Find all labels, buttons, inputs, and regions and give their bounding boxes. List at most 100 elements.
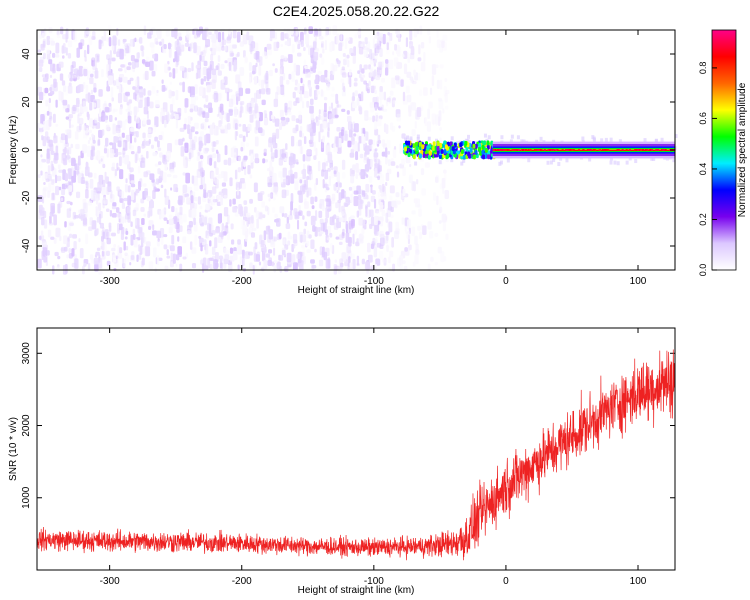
spectrogram-cell (112, 257, 117, 263)
spectrogram-cell (324, 27, 328, 37)
spectrogram-cell (337, 179, 340, 191)
spectrogram-cell (363, 64, 368, 70)
spectrogram-cell (249, 100, 254, 109)
snr-plot-area (37, 328, 675, 570)
spectrogram-cell (352, 54, 356, 64)
spectrogram-cell (217, 55, 221, 62)
spectrogram-cell (409, 41, 414, 49)
spectrogram-cell (357, 70, 361, 74)
spectrogram-cell (228, 28, 231, 35)
spectrogram-cell (375, 236, 378, 244)
spectrogram-cell (287, 109, 291, 113)
spectrogram-cell (87, 44, 90, 55)
spectrogram-cell (213, 161, 217, 169)
spectrogram-cell (260, 79, 265, 89)
spectrogram-cell (148, 261, 154, 270)
spectrogram-cell (377, 106, 383, 111)
spectrogram-cell (342, 53, 346, 57)
spectrogram-cell (171, 205, 175, 213)
spectrogram-cell (93, 172, 97, 179)
spectrogram-cell (150, 210, 153, 216)
spectrogram-cell (385, 212, 389, 223)
spectrogram-cell (302, 183, 307, 193)
spectrogram-cell (154, 99, 160, 107)
spectrogram-cell (366, 41, 371, 50)
spectrogram-cell (362, 74, 366, 78)
spectrogram-cell (302, 168, 307, 180)
spectrogram-cell (193, 183, 199, 191)
spectrogram-cell (586, 149, 589, 151)
spectrogram-cell (191, 95, 196, 106)
spectrogram-cell (264, 159, 269, 163)
spectrogram-cell (203, 46, 208, 54)
spectrogram-cell (664, 149, 667, 151)
spectrogram-cell (48, 59, 53, 65)
spectrogram-cell (344, 202, 349, 207)
spectrogram-cell (117, 253, 123, 259)
spectrogram-cell (298, 139, 302, 147)
spectrogram-cell (352, 258, 356, 270)
spectrogram-cell (171, 110, 174, 119)
spectrogram-cell (337, 63, 341, 67)
spectrogram-cell (287, 240, 291, 246)
spectrogram-cell (155, 41, 159, 45)
spectrogram-cell (300, 31, 304, 43)
spectrogram-cell (254, 207, 257, 213)
spectrogram-cell (404, 247, 408, 252)
spectrogram-cell (140, 45, 144, 52)
spectrogram-cell (153, 247, 157, 258)
spectrogram-cell (159, 41, 162, 46)
spectrogram-cell (350, 215, 355, 219)
spectrogram-cell (249, 262, 253, 269)
spectrogram-cell (374, 120, 377, 130)
spectrogram-cell (355, 241, 360, 247)
spectrogram-cell (243, 55, 248, 64)
spectrogram-cell (402, 91, 406, 102)
spectrogram-cell (124, 215, 127, 223)
spectrogram-cell (429, 231, 434, 239)
snr-ytick-label: 2000 (21, 414, 32, 437)
spectrogram-cell (116, 162, 119, 172)
spectrogram-cell (193, 196, 198, 202)
spectrogram-cell (236, 187, 239, 196)
spectrogram-cell (46, 136, 50, 144)
spectrogram-cell (444, 105, 449, 110)
spectrogram-cell (391, 125, 396, 132)
spectrogram-cell (200, 242, 203, 252)
colorbar-label: Normalized spectral amplitude (737, 82, 748, 217)
spectrogram-cell (424, 117, 428, 127)
spectrogram-cell (331, 64, 335, 76)
spectrogram-cell (373, 59, 378, 64)
spectrogram-cell (374, 47, 377, 56)
spectrogram-cell (374, 163, 379, 170)
spectrogram-cell (164, 188, 167, 198)
spectrogram-cell (57, 203, 61, 214)
spectrogram-cell (338, 234, 344, 240)
spectrogram-cell (427, 263, 431, 272)
snr-frame (36, 327, 676, 571)
spectrogram-cell (359, 153, 364, 159)
spectrogram-cell (120, 64, 126, 68)
spectrogram-cell (51, 192, 56, 201)
spectrogram-cell (139, 37, 143, 44)
spectrogram-cell (117, 140, 122, 147)
spectrogram-cell (127, 115, 132, 124)
spectrogram-cell (131, 189, 135, 201)
spectrogram-cell (178, 36, 183, 41)
spectrogram-cell (247, 123, 252, 132)
spectrogram-cell (267, 259, 272, 267)
spectrogram-cell (374, 148, 378, 152)
spectrogram-cell (103, 31, 107, 42)
spectrogram-cell (295, 28, 298, 37)
spectrogram-cell (151, 86, 156, 94)
spectrogram-cell (386, 99, 389, 107)
spectrogram-cell (106, 86, 111, 92)
spectrogram-cell (504, 149, 507, 151)
spectrogram-cell (190, 42, 194, 49)
spectrogram-cell (411, 47, 415, 56)
spectrogram-cell (51, 184, 55, 192)
spectrogram-cell (309, 86, 312, 97)
spectrogram-cell (145, 56, 150, 63)
spectrogram-cell (321, 169, 325, 177)
spectrogram-cell (474, 143, 478, 149)
